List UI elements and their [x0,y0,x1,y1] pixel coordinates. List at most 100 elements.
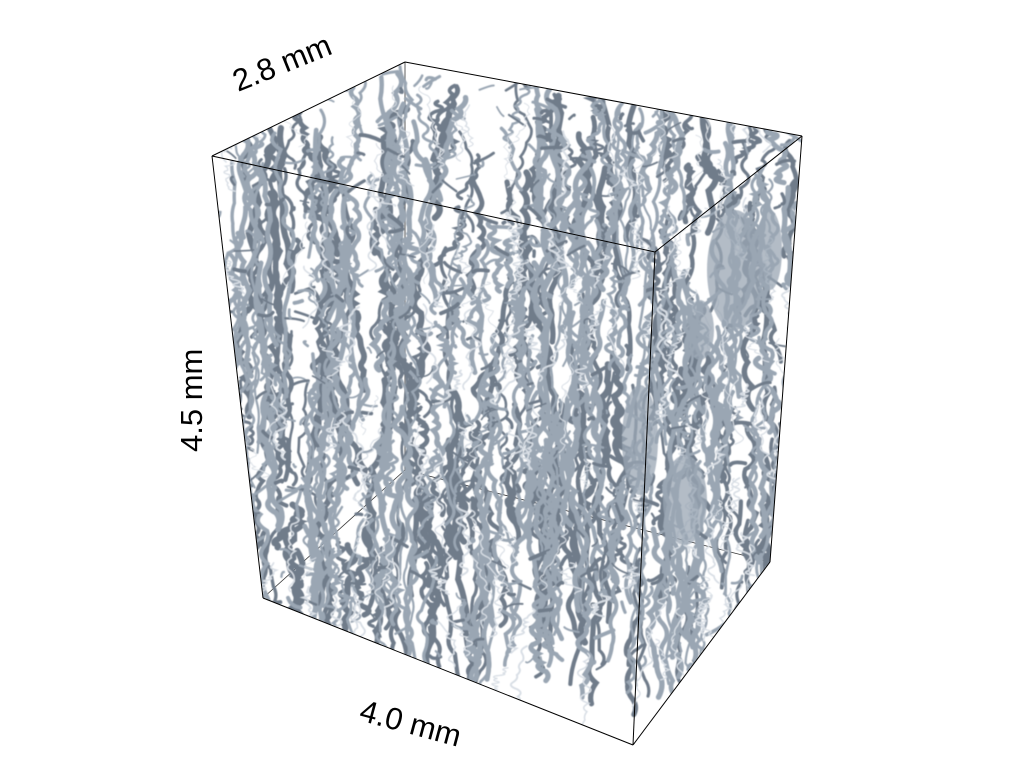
trabecula-strut [505,211,524,253]
trabecula-strut [301,596,322,660]
trabecula-link [612,488,616,497]
trabecula-strut [577,166,597,339]
trabecula-link [236,325,255,340]
trabecula-strut [528,579,553,684]
trabecula-strut [543,450,563,636]
trabecula-link [287,308,292,320]
trabecula-strut [793,238,802,307]
trabecula-strut [435,339,456,527]
trabecula-strut [212,455,224,561]
trabecula-link [282,402,294,408]
trabecula-link [731,138,755,145]
trabecula-link [569,156,588,162]
trabecula-link [406,405,423,419]
trabecula-link [345,474,351,480]
trabecula-strut [417,456,437,544]
trabecula-strut [446,604,474,657]
trabecula-strut [479,332,501,418]
trabecula-link [665,121,682,133]
trabecula-strut [662,145,679,189]
trabecula-link [297,288,316,296]
trabecula-link [280,570,286,578]
trabecula-link [730,169,737,176]
trabecula-link [647,73,664,81]
trabecula-link [238,301,250,307]
trabecula-link [654,390,660,397]
trabecula-link [302,340,310,348]
trabecula-link [492,432,509,446]
trabecula-link [490,559,507,569]
trabecula-strut [392,64,423,252]
trabecula-strut [640,120,665,192]
trabecula-link [235,632,258,638]
trabecula-strut [428,84,461,199]
trabecula-link [299,199,310,204]
trabecula-link [592,461,611,469]
trabecula-strut [632,151,645,194]
trabecula-link [347,179,366,194]
trabecula-link [624,343,631,357]
trabecula-strut [216,312,231,499]
trabecula-link [558,398,563,412]
trabecula-link [245,378,258,392]
trabecula-link [338,569,351,578]
trabecula-link [334,294,345,303]
trabecula-link [500,579,523,587]
trabecula-link [730,574,744,585]
front-right-vertical-edge [632,251,656,746]
trabecula-link [355,553,363,566]
trabecula-strut [217,564,236,607]
trabecula-link [601,240,609,247]
trabecula-strut [451,194,475,267]
trabecula-strut [244,441,270,478]
trabecula-link [646,573,663,583]
trabecula-strut [249,646,276,678]
trabecula-strut [368,290,394,373]
trabecula-strut [323,412,347,453]
trabecula-strut [717,430,741,541]
trabecula-link [326,65,333,77]
trabecula-strut [212,428,227,504]
trabecula-link [496,106,505,118]
trabecula-link [604,224,619,237]
trabecula-link [343,167,352,179]
trabecula-strut [432,205,467,268]
trabecula-strut [447,211,463,338]
trabecula-link [526,381,534,387]
trabecula-link [510,306,521,319]
trabecula-strut [407,435,430,486]
trabecula-link [505,586,517,597]
trabecula-strut [258,168,280,348]
trabecula-strut [378,75,407,251]
trabecula-strut [591,593,612,618]
trabecula-strut [453,248,473,274]
trabecula-link [743,142,750,155]
trabecula-strut [633,146,648,207]
trabecula-link [754,651,761,656]
trabecula-strut [574,365,590,391]
trabecula-link [244,508,250,517]
trabecular-plate [622,385,658,495]
trabecula-link [672,137,686,143]
trabecula-strut [212,444,223,505]
trabecula-strut [384,128,410,174]
trabecula-link [677,210,683,221]
trabecula-link [675,378,695,390]
trabecula-link [219,545,225,551]
trabecula-strut [515,285,532,406]
top-back-edge [404,61,803,137]
bounding-box-front-edges [211,61,803,746]
trabecula-strut [307,108,327,259]
trabecula-link [526,402,547,412]
trabecula-link [559,551,577,567]
trabecula-strut [559,562,583,595]
trabecula-strut [366,200,382,273]
trabecula-link [684,341,692,354]
trabecula-strut [511,383,527,524]
trabecula-strut [303,447,324,562]
trabecula-strut [613,125,629,303]
trabecula-link [752,550,764,558]
trabecula-link [622,569,636,578]
trabecula-strut [579,458,593,489]
trabecula-link [320,373,331,381]
